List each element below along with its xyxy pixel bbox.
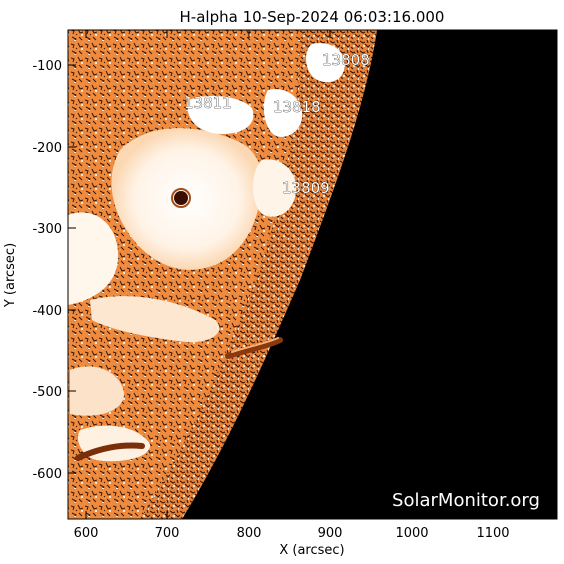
x-tick-label: 800 — [237, 526, 262, 541]
filament-south — [75, 442, 145, 461]
region-label-13809: 13809 — [282, 179, 330, 197]
y-tick-label: -500 — [32, 385, 62, 400]
plage-east — [253, 159, 297, 217]
plage-north-strip — [187, 95, 254, 134]
region-label-13811: 13811 — [184, 94, 232, 112]
plot-frame — [67, 29, 558, 520]
x-axis-title: X (arcsec) — [279, 543, 344, 558]
y-tick-label: -100 — [32, 59, 62, 74]
x-tick-label: 700 — [155, 526, 180, 541]
plage-south-west — [70, 366, 125, 416]
sunspot-penumbra — [171, 188, 191, 208]
sunspot — [174, 191, 188, 205]
y-tick-label: -600 — [32, 467, 62, 482]
x-tick-label: 1100 — [476, 526, 509, 541]
plage-west — [68, 212, 119, 305]
region-label-13808: 13808 — [322, 51, 370, 69]
y-axis-title: Y (arcsec) — [3, 243, 18, 308]
plage-north-east — [263, 89, 303, 137]
y-tick-label: -300 — [32, 222, 62, 237]
y-axis — [68, 64, 557, 474]
filament-inner — [231, 337, 279, 353]
region-label-13818: 13818 — [273, 98, 321, 116]
filament-mid — [225, 337, 283, 359]
x-axis — [85, 30, 494, 519]
plage-top-right — [306, 43, 345, 83]
y-tick-label: -400 — [32, 304, 62, 319]
plage-south-band — [90, 296, 220, 343]
watermark: SolarMonitor.org — [392, 490, 540, 511]
plot-title: H-alpha 10-Sep-2024 06:03:16.000 — [180, 8, 445, 26]
x-tick-label: 900 — [318, 526, 343, 541]
y-tick-label: -200 — [32, 141, 62, 156]
x-tick-label: 600 — [74, 526, 99, 541]
limb-mottling — [140, 30, 377, 519]
x-tick-label: 1000 — [395, 526, 428, 541]
